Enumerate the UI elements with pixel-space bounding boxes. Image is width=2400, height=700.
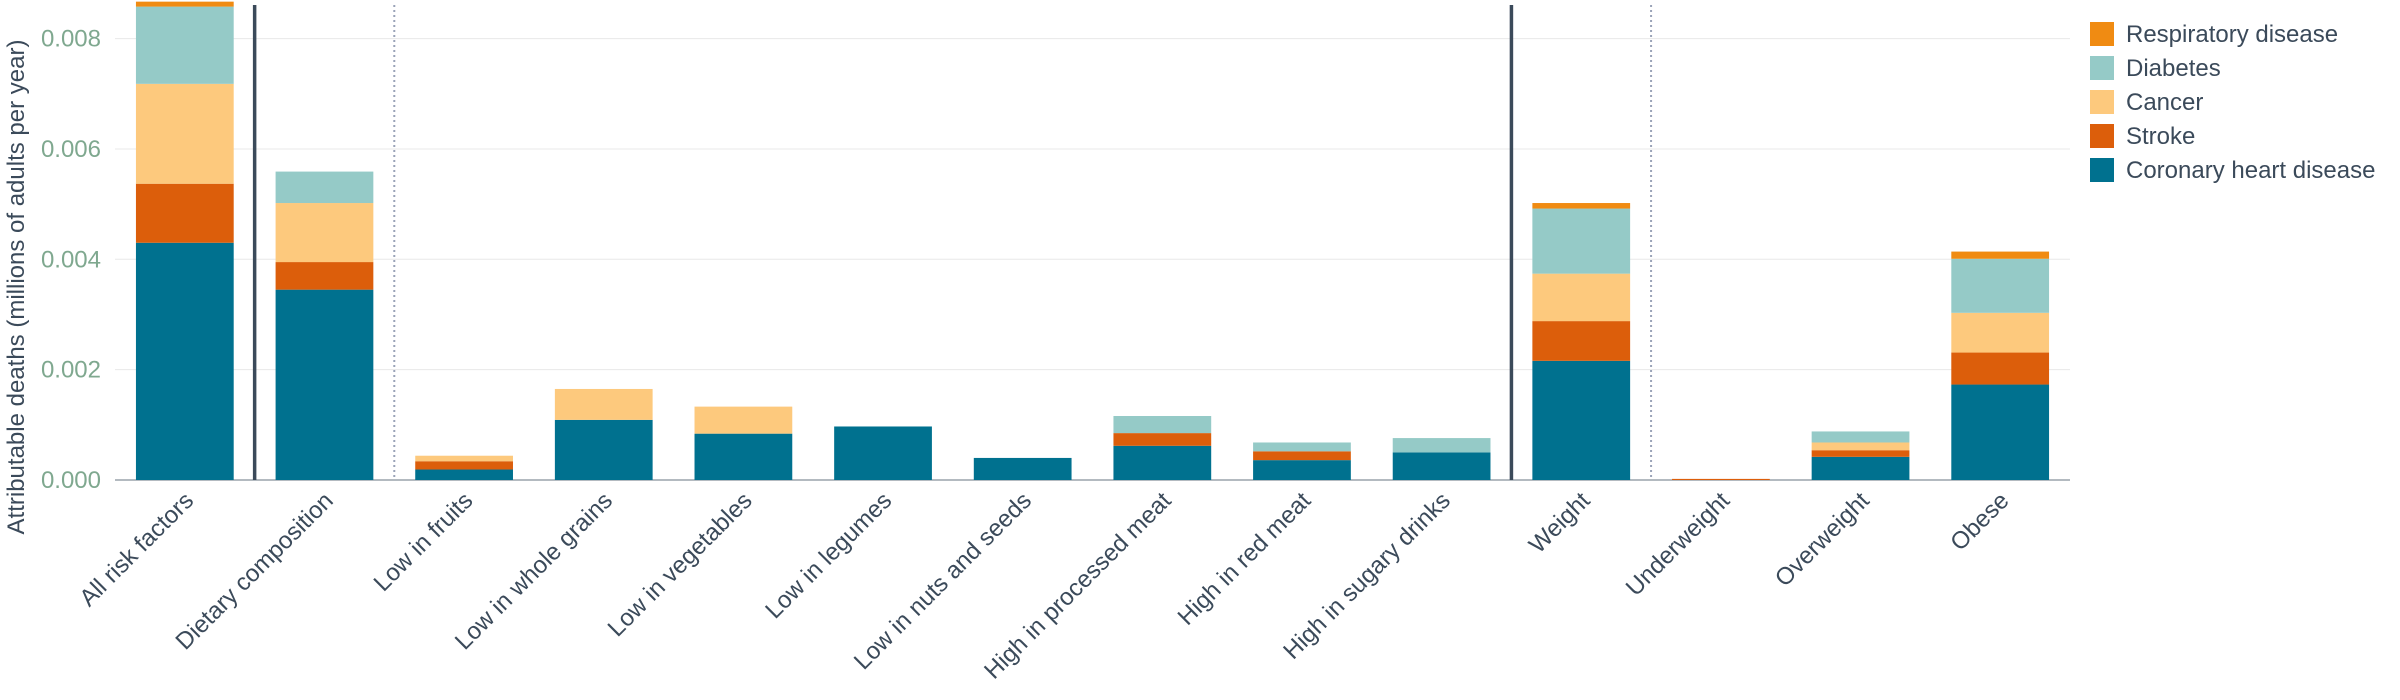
legend-label: Coronary heart disease [2126,157,2375,184]
y-tick-label: 0.000 [41,467,101,494]
x-tick-label: Overweight [1770,487,1875,592]
bar-segment [1113,433,1212,446]
x-tick-label: Obese [1945,487,2014,556]
bar-segment [1811,442,1910,451]
bar-segment [1532,273,1631,322]
bar-segment [1392,452,1491,480]
legend: Respiratory disease Diabetes Cancer Stroke C… [2090,21,2375,184]
x-tick-label: Dietary composition [171,487,339,655]
y-tick-label: 0.006 [41,136,101,163]
bar-segment [1253,442,1351,452]
bar-segment [554,388,653,420]
y-tick-label: 0.008 [41,26,101,53]
x-tick-label: Low in fruits [369,487,479,597]
legend-swatch [2090,22,2114,46]
bar-segment [1113,416,1212,434]
legend-swatch [2090,90,2114,114]
bar-segment [1811,431,1910,443]
bar-segment [1951,258,2050,313]
legend-label: Stroke [2126,123,2195,150]
legend-label: Diabetes [2126,55,2221,82]
group-separators [252,5,1653,480]
x-tick-label: Low in legumes [760,487,897,624]
x-tick-label: High in red meat [1173,487,1317,631]
bar-segment [1392,438,1491,453]
bar-segment [1253,460,1351,480]
legend-swatch [2090,124,2114,148]
bar-segment [694,433,793,480]
bar-segment [1253,451,1351,461]
x-tick-label: Low in whole grains [450,487,618,655]
bar-segment [1672,478,1770,480]
bar-segment [554,419,653,480]
bar-segment [1951,251,2050,259]
legend-label: Respiratory disease [2126,21,2338,48]
legend-swatch [2090,56,2114,80]
bars [135,1,2050,480]
bar-segment [1113,445,1212,480]
x-tick-label: Weight [1524,487,1596,559]
x-tick-label: All risk factors [74,487,199,612]
bar-segment [275,262,374,290]
bar-segment [1532,203,1631,209]
gridlines [115,38,2070,481]
x-tick-label: Underweight [1621,487,1736,602]
bar-segment [135,6,234,84]
bar-segment [275,289,374,480]
bar-segment [1532,208,1631,274]
bar-segment [1811,450,1910,457]
bar-segment [275,203,374,263]
bar-segment [834,426,932,480]
legend-swatch [2090,158,2114,182]
bar-segment [275,171,374,204]
bar-segment [135,83,234,184]
y-tick-label: 0.002 [41,357,101,384]
legend-label: Cancer [2126,89,2203,116]
x-tick-label: Low in vegetables [603,487,758,642]
bar-segment [694,406,793,434]
bar-segment [135,242,234,480]
y-tick-label: 0.004 [41,246,101,273]
y-axis-title: Attributable deaths (millions of adults … [3,40,30,535]
bar-segment [1951,352,2050,385]
bar-segment [1951,384,2050,480]
bar-segment [135,1,234,7]
bar-segment [415,461,513,470]
bar-segment [1951,312,2050,353]
bar-segment [973,457,1072,480]
bar-segment [135,183,234,243]
bar-segment [1811,456,1910,480]
bar-segment [415,455,513,462]
bar-segment [415,469,513,480]
bar-segment [1532,360,1631,480]
bar-segment [1532,321,1631,361]
